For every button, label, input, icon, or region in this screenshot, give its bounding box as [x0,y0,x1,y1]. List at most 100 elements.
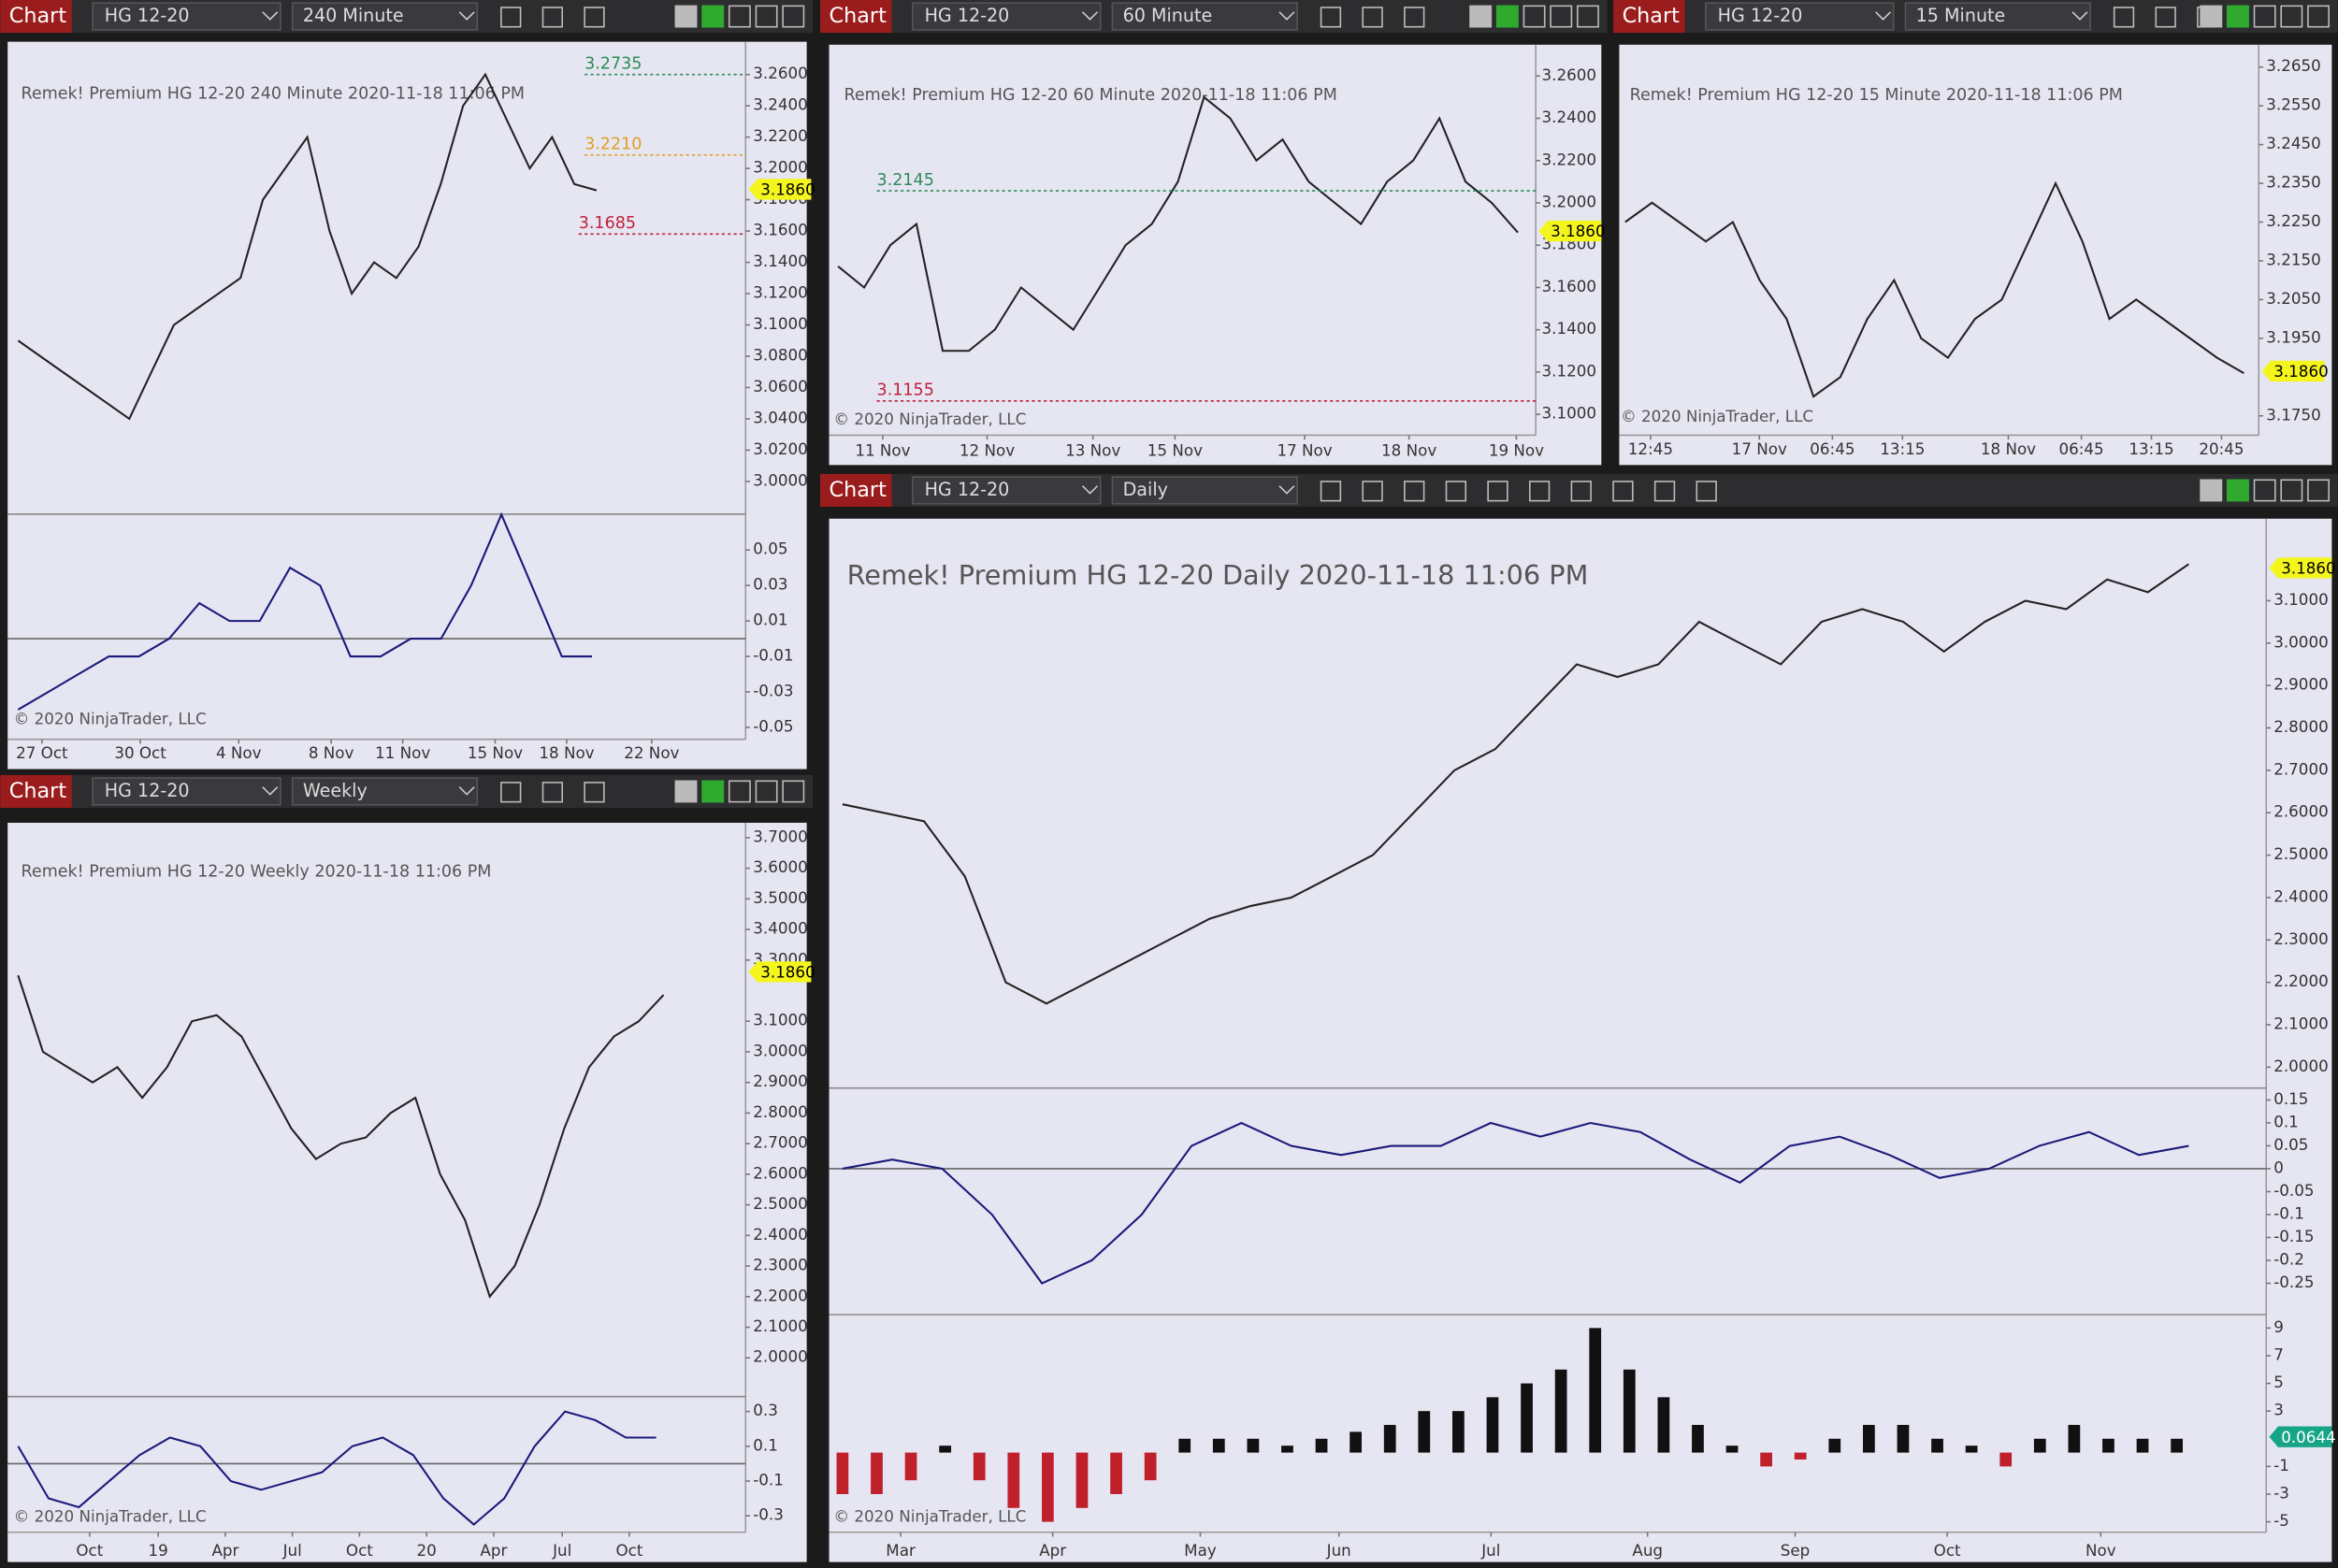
window-button[interactable] [701,780,725,803]
price-tick-label: 3.7000 [753,827,808,845]
toolbar-icon[interactable] [1612,481,1634,502]
toolbar-icon[interactable] [1528,481,1551,502]
price-line [17,974,665,1299]
chart-tab-label[interactable]: Chart [830,4,888,28]
chart-tab[interactable] [0,0,72,34]
window-button[interactable] [782,780,805,803]
oscillator-line [17,511,593,711]
window-button[interactable] [1469,5,1493,28]
toolbar-icon[interactable] [500,7,522,28]
time-label: Oct [76,1541,103,1560]
time-label: Oct [1934,1541,1961,1560]
window-button[interactable] [2200,479,2223,502]
window-button[interactable] [2253,479,2276,502]
interval-label[interactable]: Weekly [303,780,368,801]
instrument-label[interactable]: HG 12-20 [925,5,1010,26]
histogram-bar [1828,1438,1841,1453]
chart-tab[interactable] [819,473,892,507]
window-button[interactable] [674,5,698,28]
window-button[interactable] [674,780,698,803]
price-tick-label: 2.3000 [753,1256,808,1274]
chart-title: Remek! Premium HG 12-20 Weekly 2020-11-1… [22,863,492,882]
last-price: 3.1860 [2273,362,2329,381]
interval-label[interactable]: 60 Minute [1123,5,1213,26]
window-button[interactable] [755,780,778,803]
toolbar-icon[interactable] [1570,481,1592,502]
toolbar: Chart HG 12-20 Daily [819,473,2338,507]
hist-tick-label: -1 [2273,1456,2289,1474]
instrument-label[interactable]: HG 12-20 [925,479,1010,500]
window-button[interactable] [701,5,725,28]
toolbar-icon[interactable] [1445,481,1467,502]
toolbar-icon[interactable] [1320,481,1342,502]
hist-tick-label: 7 [2273,1345,2284,1363]
hist-tick-label: -5 [2273,1511,2289,1530]
toolbar-icon[interactable] [1653,481,1676,502]
interval-dropdown[interactable] [291,2,479,31]
toolbar-icon[interactable] [584,782,605,803]
chart-window: Chart HG 12-20 Weekly Remek! Premium HG 12-… [0,774,815,1562]
chart-tab-label[interactable]: Chart [9,779,67,803]
instrument-label[interactable]: HG 12-20 [105,5,190,26]
chart-tab[interactable] [0,774,72,809]
interval-dropdown[interactable] [1111,2,1298,31]
instrument-dropdown[interactable] [912,476,1102,505]
toolbar-icon[interactable] [1404,481,1425,502]
instrument-label[interactable]: HG 12-20 [105,780,190,801]
interval-label[interactable]: 15 Minute [1916,5,2006,26]
window-button[interactable] [755,5,778,28]
chart-tab[interactable] [1613,0,1685,34]
toolbar-icon[interactable] [2155,7,2176,28]
toolbar-icon[interactable] [1320,7,1342,28]
toolbar-icon[interactable] [1404,7,1425,28]
level-label: 3.1155 [877,381,934,400]
toolbar-icon[interactable] [2113,7,2135,28]
window-button[interactable] [1550,5,1573,28]
window-button[interactable] [2253,5,2276,28]
interval-label[interactable]: 240 Minute [303,5,404,26]
toolbar-icon[interactable] [584,7,605,28]
interval-dropdown[interactable] [1904,2,2091,31]
chart-tab-label[interactable]: Chart [1623,4,1681,28]
window-button[interactable] [728,5,751,28]
last-price-badge [748,179,812,200]
instrument-dropdown[interactable] [92,2,281,31]
toolbar-icon[interactable] [1362,7,1383,28]
window-button[interactable] [2307,5,2331,28]
instrument-dropdown[interactable] [1705,2,1895,31]
window-button[interactable] [1576,5,1599,28]
interval-dropdown[interactable] [291,777,479,806]
instrument-dropdown[interactable] [912,2,1102,31]
window-button[interactable] [2307,479,2331,502]
time-label: Jun [1326,1541,1351,1560]
level-label: 3.2210 [584,136,642,154]
price-tick-label: 2.0000 [753,1347,808,1366]
window-button[interactable] [2227,5,2249,28]
time-label: 12:45 [1628,439,1673,458]
toolbar-icon[interactable] [541,7,563,28]
toolbar-icon[interactable] [1696,481,1717,502]
window-button[interactable] [2227,479,2249,502]
toolbar-icon[interactable] [1362,481,1383,502]
window-button[interactable] [1495,5,1519,28]
chart-title: Remek! Premium HG 12-20 Daily 2020-11-18… [847,559,1589,591]
window-button[interactable] [2280,479,2303,502]
chart-tab-label[interactable]: Chart [9,4,67,28]
instrument-label[interactable]: HG 12-20 [1718,5,1803,26]
chart-tab-label[interactable]: Chart [830,478,888,502]
toolbar-icon[interactable] [500,782,522,803]
histogram-bar [1418,1411,1431,1453]
window-button[interactable] [1523,5,1546,28]
toolbar-icon[interactable] [541,782,563,803]
interval-label[interactable]: Daily [1123,479,1168,500]
window-button[interactable] [2280,5,2303,28]
interval-dropdown[interactable] [1111,476,1298,505]
toolbar-icon[interactable] [1487,481,1508,502]
window-button[interactable] [728,780,751,803]
price-tick-label: 3.6000 [753,857,808,876]
chart-tab[interactable] [819,0,892,34]
price-tick-label: 3.2350 [2266,173,2320,192]
instrument-dropdown[interactable] [92,777,281,806]
window-button[interactable] [2200,5,2223,28]
window-button[interactable] [782,5,805,28]
